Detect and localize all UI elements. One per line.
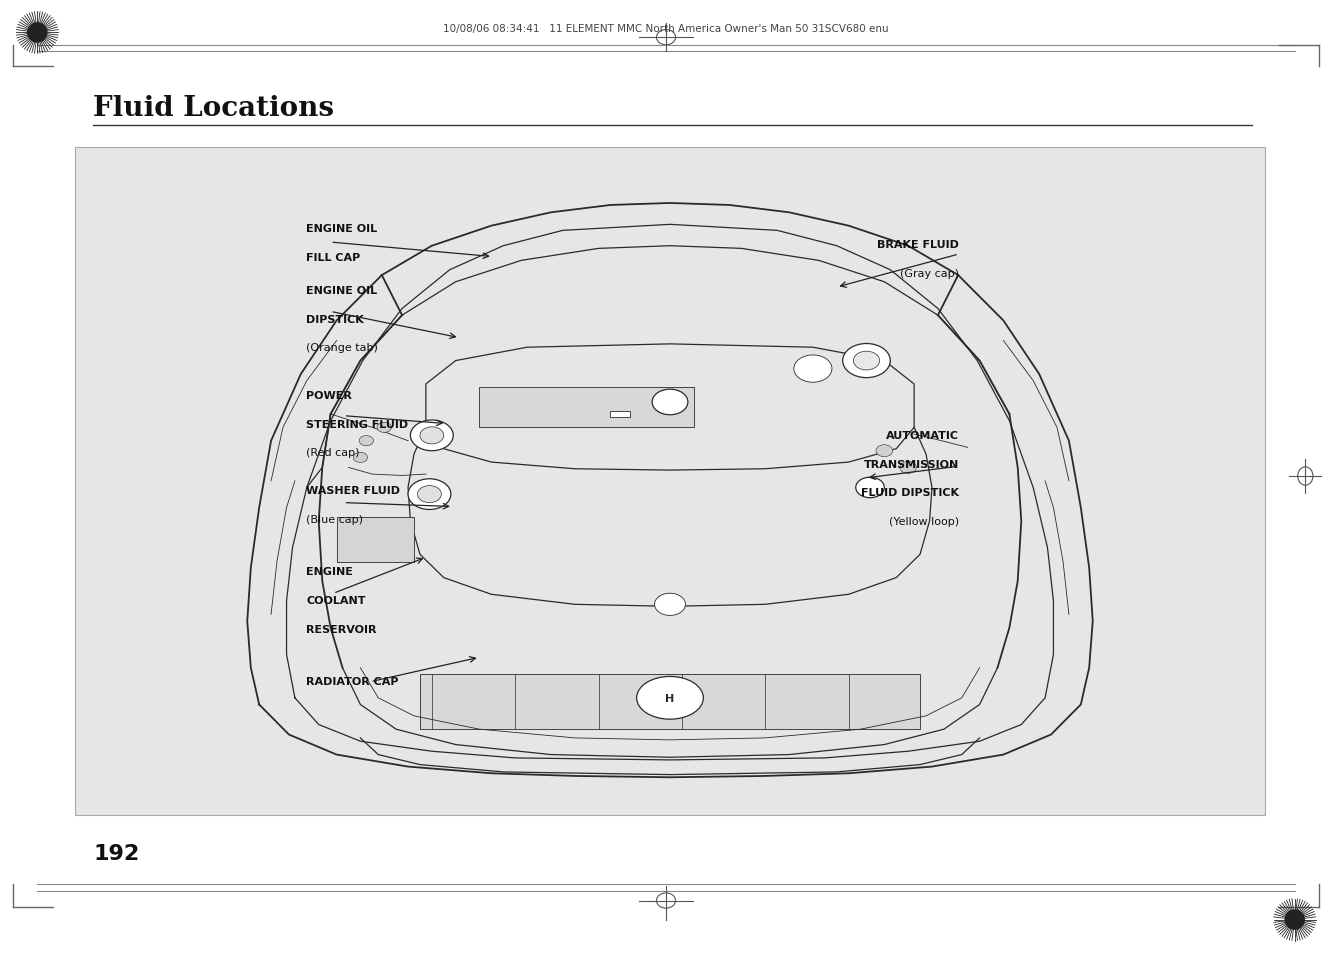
Bar: [610, 412, 630, 417]
Ellipse shape: [28, 24, 47, 43]
Text: (Blue cap): (Blue cap): [306, 515, 364, 524]
Text: (Orange tab): (Orange tab): [306, 343, 378, 353]
Text: STEERING FLUID: STEERING FLUID: [306, 419, 409, 429]
Text: FLUID DIPSTICK: FLUID DIPSTICK: [860, 488, 959, 497]
Circle shape: [360, 436, 373, 446]
Text: RESERVOIR: RESERVOIR: [306, 624, 377, 634]
Circle shape: [653, 390, 687, 416]
Text: 10/08/06 08:34:41   11 ELEMENT MMC North America Owner's Man 50 31SCV680 enu: 10/08/06 08:34:41 11 ELEMENT MMC North A…: [444, 24, 888, 33]
Circle shape: [417, 486, 441, 503]
Circle shape: [420, 427, 444, 444]
Circle shape: [900, 462, 916, 474]
Circle shape: [855, 477, 884, 498]
Text: H: H: [666, 693, 674, 703]
Circle shape: [876, 445, 892, 457]
Circle shape: [353, 453, 368, 463]
Text: ENGINE OIL: ENGINE OIL: [306, 286, 377, 295]
Text: ENGINE OIL: ENGINE OIL: [306, 224, 377, 233]
Text: DIPSTICK: DIPSTICK: [306, 314, 364, 324]
Text: POWER: POWER: [306, 391, 352, 400]
Circle shape: [408, 479, 452, 510]
Circle shape: [410, 420, 453, 451]
Circle shape: [654, 594, 686, 616]
Bar: [337, 518, 414, 562]
Text: COOLANT: COOLANT: [306, 596, 366, 605]
Text: (Gray cap): (Gray cap): [900, 269, 959, 278]
Circle shape: [377, 423, 392, 433]
Ellipse shape: [637, 677, 703, 720]
Text: WASHER FLUID: WASHER FLUID: [306, 486, 401, 496]
FancyBboxPatch shape: [75, 148, 1265, 815]
Bar: [480, 388, 694, 428]
Text: Fluid Locations: Fluid Locations: [93, 95, 334, 122]
Circle shape: [843, 344, 890, 378]
Text: AUTOMATIC: AUTOMATIC: [886, 431, 959, 440]
Circle shape: [854, 352, 879, 371]
Text: 192: 192: [93, 843, 140, 862]
Text: (Yellow loop): (Yellow loop): [888, 517, 959, 526]
Circle shape: [794, 355, 832, 383]
Text: FILL CAP: FILL CAP: [306, 253, 361, 262]
Text: BRAKE FLUID: BRAKE FLUID: [878, 240, 959, 250]
Text: RADIATOR CAP: RADIATOR CAP: [306, 677, 398, 686]
Text: TRANSMISSION: TRANSMISSION: [863, 459, 959, 469]
Bar: [420, 675, 920, 729]
Text: (Red cap): (Red cap): [306, 448, 360, 457]
Ellipse shape: [1285, 910, 1304, 929]
Text: ENGINE: ENGINE: [306, 567, 353, 577]
